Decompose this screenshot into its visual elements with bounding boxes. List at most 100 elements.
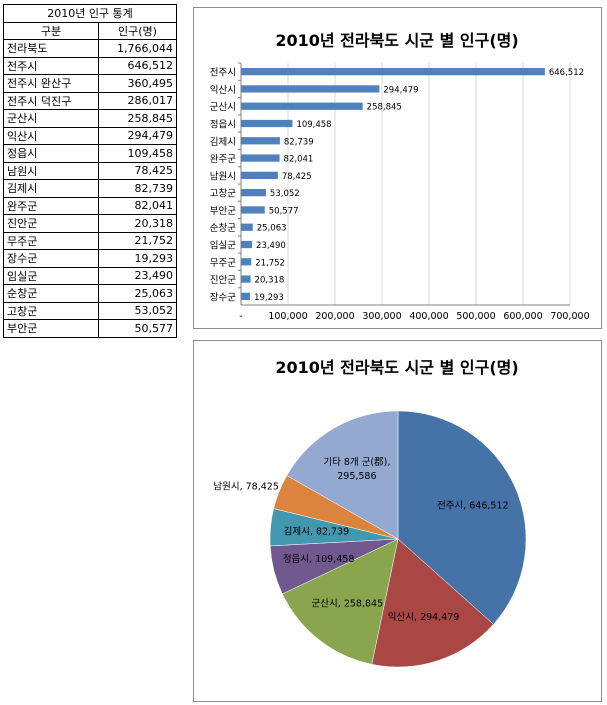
bar-category-label: 정읍시 (210, 120, 236, 131)
table-cell-region: 완주군 (3, 196, 99, 215)
bar-x-tick-label: 600,000 (503, 311, 542, 322)
bar-category-label: 익산시 (210, 84, 236, 96)
table-row: 전라북도 1,766,044 (3, 39, 177, 58)
bar-x-tick-label: 200,000 (315, 311, 354, 322)
pie-slice (282, 538, 399, 665)
bar-category-label: 진안군 (210, 275, 236, 286)
table-row: 남원시 78,425 (3, 161, 177, 180)
pie-slice-name: 남원시 (213, 481, 239, 492)
table-cell-population: 78,425 (98, 161, 177, 180)
bar (241, 223, 253, 231)
table-header-row: 구분 인구(명) (3, 21, 177, 40)
bar (241, 258, 252, 266)
bar-x-tick-label: 400,000 (409, 311, 448, 322)
table-cell-population: 50,577 (98, 319, 177, 338)
table-cell-region: 고창군 (3, 301, 99, 320)
bar-x-tick-label: 300,000 (362, 311, 401, 322)
pie-slice-name: 정읍시 (283, 554, 309, 565)
pie-slice-label: 정읍시, 109,458 (283, 554, 355, 565)
table-row: 고창군 53,052 (3, 301, 177, 320)
pie-slice (286, 410, 399, 540)
table-cell-population: 360,495 (98, 74, 177, 93)
bar-chart-bars (241, 68, 545, 300)
bar-category-label: 남원시 (210, 171, 236, 182)
pie-slice-name: 군산시 (312, 598, 338, 609)
pie-slice-value: 109,458 (315, 554, 354, 565)
table-cell-region: 전주시 (3, 56, 99, 75)
pie-slice-separator: , (338, 598, 344, 609)
table-cell-region: 정읍시 (3, 144, 99, 163)
table-cell-region: 전주시 덕진구 (3, 91, 99, 110)
bar-chart-axis: - 100,000 200,000 300,000 400,000 500,000 600,… (210, 62, 590, 322)
table-header-region: 구분 (3, 21, 99, 40)
bar-category-label: 김제시 (210, 136, 236, 148)
table-cell-region: 전라북도 (3, 39, 99, 58)
bar-chart-grid (240, 63, 571, 305)
table-row: 무주군 21,752 (3, 231, 177, 250)
pie-chart-title: 2010년 전라북도 시군 별 인구(명) (275, 358, 518, 377)
bar-x-tick-label: 700,000 (550, 311, 589, 322)
pie-slice-name: 김제시 (284, 525, 310, 537)
pie-slice-separator: , (310, 526, 316, 537)
pie-slice-name: 익산시 (388, 611, 414, 623)
pie-slice-separator: , (463, 501, 469, 512)
bar-category-label: 부안군 (210, 206, 236, 217)
table-cell-region: 익산시 (3, 126, 99, 145)
pie-slice (397, 410, 527, 625)
bar-value-label: 21,752 (255, 258, 285, 268)
table-title: 2010년 인구 통계 (3, 4, 177, 23)
bar-value-label: 53,052 (270, 189, 300, 199)
bar (241, 292, 251, 300)
bar (241, 68, 545, 76)
table-cell-region: 남원시 (3, 161, 99, 180)
table-cell-population: 286,017 (98, 91, 177, 110)
bar-category-label: 장수군 (210, 292, 236, 303)
bar-value-label: 25,063 (257, 224, 287, 234)
table-cell-population: 646,512 (98, 56, 177, 75)
table-cell-region: 부안군 (3, 319, 99, 338)
bar-category-label: 무주군 (210, 258, 236, 269)
table-row: 부안군 50,577 (3, 319, 177, 338)
pie-slice-value: 646,512 (469, 501, 508, 512)
pie-slice-value: 82,739 (316, 526, 349, 537)
pie-chart-frame: 2010년 전라북도 시군 별 인구(명) 전주시, 646,512 익산시, 2… (193, 340, 602, 702)
pie-slice-label: 남원시, 78,425 (213, 481, 279, 492)
pie-chart: 2010년 전라북도 시군 별 인구(명) 전주시, 646,512 익산시, 2… (213, 358, 527, 668)
table-cell-population: 1,766,044 (98, 39, 177, 58)
table-cell-population: 25,063 (98, 284, 177, 303)
bar (241, 154, 280, 162)
bar (241, 85, 380, 93)
bar-x-tick-label: 500,000 (456, 311, 495, 322)
table-cell-region: 무주군 (3, 231, 99, 250)
bar-value-label: 646,512 (549, 68, 584, 78)
table-cell-region: 진안군 (3, 214, 99, 233)
bar-value-label: 50,577 (269, 206, 299, 216)
bar-value-label: 109,458 (296, 120, 331, 130)
pie-slice-separator: , (414, 612, 420, 623)
pie-slice-label: 익산시, 294,479 (388, 611, 460, 623)
bar (241, 171, 278, 179)
pie-slice-value: 295,586 (337, 471, 376, 482)
pie-slice-value: 258,845 (344, 598, 383, 609)
table-cell-population: 19,293 (98, 249, 177, 268)
bar-category-label: 군산시 (210, 102, 236, 113)
population-table: 2010년 인구 통계 구분 인구(명) 전라북도 1,766,044 전주시 646… (3, 4, 177, 338)
bar (241, 119, 293, 128)
table-row: 진안군 20,318 (3, 214, 177, 233)
pie-slice-separator: , (309, 554, 315, 565)
pie-slice-name: 전주시 (437, 501, 463, 512)
bar-value-label: 294,479 (383, 85, 418, 95)
bar-chart: 2010년 전라북도 시군 별 인구(명) - 100,000 200,000 300… (210, 31, 590, 322)
bar-chart-title: 2010년 전라북도 시군 별 인구(명) (275, 31, 518, 50)
bar (241, 137, 280, 145)
bar (241, 240, 253, 249)
table-row: 정읍시 109,458 (3, 144, 177, 163)
table-cell-population: 21,752 (98, 231, 177, 250)
bar-value-label: 78,425 (282, 172, 312, 182)
bar-chart-frame: 2010년 전라북도 시군 별 인구(명) - 100,000 200,000 300… (193, 7, 602, 329)
table-cell-region: 임실군 (3, 266, 99, 285)
pie-slice (371, 538, 494, 668)
table-cell-region: 순창군 (3, 284, 99, 303)
table-cell-region: 전주시 완산구 (3, 74, 99, 93)
bar-category-label: 전주시 (210, 68, 236, 79)
